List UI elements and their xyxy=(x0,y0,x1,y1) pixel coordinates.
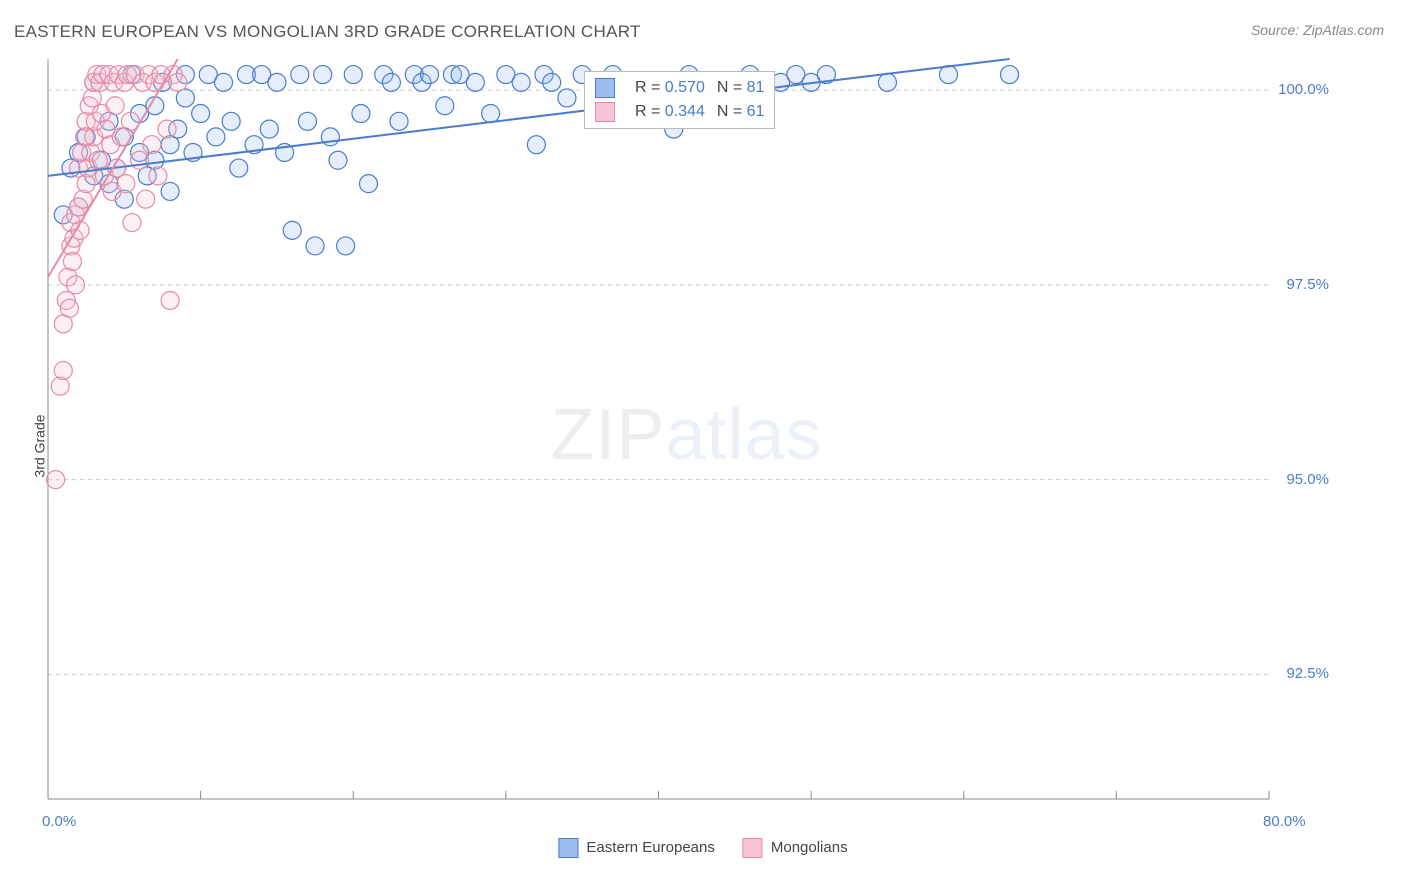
chart-title: EASTERN EUROPEAN VS MONGOLIAN 3RD GRADE … xyxy=(14,22,641,42)
legend-label-eastern: Eastern Europeans xyxy=(586,839,714,856)
stat-r-label: R = 0.344 xyxy=(635,103,705,121)
y-tick-label: 95.0% xyxy=(1286,471,1329,488)
x-tick-label: 80.0% xyxy=(1263,813,1306,830)
correlation-legend: R = 0.570 N = 81 R = 0.344 N = 61 xyxy=(584,71,775,129)
stat-row: R = 0.570 N = 81 xyxy=(595,76,764,100)
legend-swatch-eastern xyxy=(558,838,578,858)
stat-n-value: 81 xyxy=(747,79,765,96)
stat-n-label: N = 61 xyxy=(717,103,765,121)
source-attribution: Source: ZipAtlas.com xyxy=(1251,22,1384,38)
stat-r-value: 0.570 xyxy=(665,79,705,96)
y-tick-label: 92.5% xyxy=(1286,665,1329,682)
stat-n-value: 61 xyxy=(747,103,765,120)
stat-swatch xyxy=(595,78,615,98)
legend-swatch-mongolian xyxy=(743,838,763,858)
stat-r-label: R = 0.570 xyxy=(635,79,705,97)
x-tick-label: 0.0% xyxy=(42,813,76,830)
y-tick-label: 100.0% xyxy=(1278,81,1329,98)
plot-svg xyxy=(44,55,1329,815)
stat-r-value: 0.344 xyxy=(665,103,705,120)
stat-swatch xyxy=(595,102,615,122)
stat-n-label: N = 81 xyxy=(717,79,765,97)
series-legend: Eastern Europeans Mongolians xyxy=(558,838,847,858)
legend-item-eastern: Eastern Europeans xyxy=(558,838,714,858)
legend-item-mongolian: Mongolians xyxy=(743,838,848,858)
y-tick-label: 97.5% xyxy=(1286,276,1329,293)
stat-row: R = 0.344 N = 61 xyxy=(595,100,764,124)
scatter-plot: ZIPatlas R = 0.570N = 81R = 0.344N = 61 … xyxy=(44,55,1329,815)
legend-label-mongolian: Mongolians xyxy=(771,839,848,856)
